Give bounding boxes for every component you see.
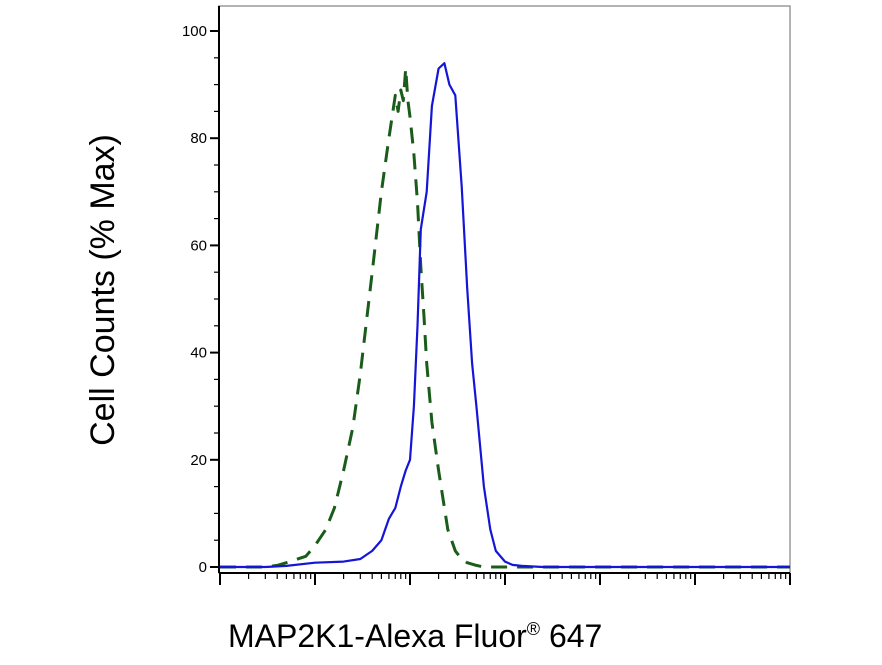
y-tick-label: 0 [199,559,207,576]
isotype-control-histogram [220,67,790,569]
x-axis-title-registered-mark: ® [527,619,540,639]
y-axis: 0 20 40 60 80 100 [182,23,219,576]
y-tick-label: 80 [190,130,207,147]
y-tick-label: 60 [190,237,207,254]
y-tick-label: 20 [190,452,207,469]
x-axis-title-main: MAP2K1-Alexa Fluor [228,618,527,654]
y-axis-title: Cell Counts (% Max) [84,134,122,446]
x-axis-title-suffix: 647 [540,618,602,654]
x-axis-title: MAP2K1-Alexa Fluor® 647 [228,618,602,654]
y-tick-label: 100 [182,23,207,40]
map2k1-stained-histogram [220,62,790,569]
y-tick-label: 40 [190,345,207,362]
x-axis [219,573,791,585]
series-layer [220,62,790,569]
